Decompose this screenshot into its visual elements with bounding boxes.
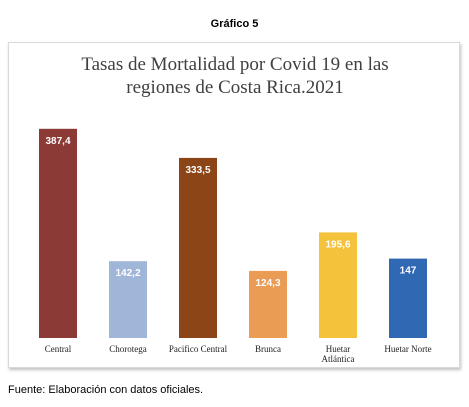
bar-2	[179, 157, 217, 338]
data-label-2: 333,5	[185, 165, 210, 176]
category-label-3: Brunca	[255, 344, 281, 354]
bar-plot: 387,4 Central 142,2 Chorotega 333,5 Pacifico …	[39, 128, 432, 364]
chart-title-line-2: regiones de Costa Rica.2021	[126, 77, 344, 98]
chart-title: Tasas de Mortalidad por Covid 19 en las …	[9, 53, 461, 99]
bar-5	[389, 258, 427, 338]
chart-title-line-1: Tasas de Mortalidad por Covid 19 en las	[81, 54, 389, 75]
data-label-5: 147	[400, 266, 417, 277]
data-label-0: 387,4	[45, 136, 70, 147]
bar-0	[39, 128, 77, 338]
category-label-2: Pacifico Central	[169, 344, 228, 354]
data-label-4: 195,6	[325, 239, 350, 250]
category-label-0: Central	[45, 344, 72, 354]
category-label-1: Chorotega	[109, 344, 147, 354]
source-note: Fuente: Elaboración con datos oficiales.	[8, 384, 204, 396]
chart-frame: Tasas de Mortalidad por Covid 19 en las …	[8, 42, 460, 368]
figure-caption: Gráfico 5	[210, 18, 259, 30]
bar-3	[249, 270, 287, 338]
data-label-3: 124,3	[255, 278, 280, 289]
category-label-5: Huetar Norte	[384, 344, 431, 354]
category-label-4-line-1: Atlántica	[322, 354, 355, 364]
bar-4	[319, 232, 357, 338]
category-label-4-line-0: Huetar	[326, 344, 351, 354]
data-label-1: 142,2	[115, 268, 140, 279]
bar-1	[109, 261, 147, 338]
